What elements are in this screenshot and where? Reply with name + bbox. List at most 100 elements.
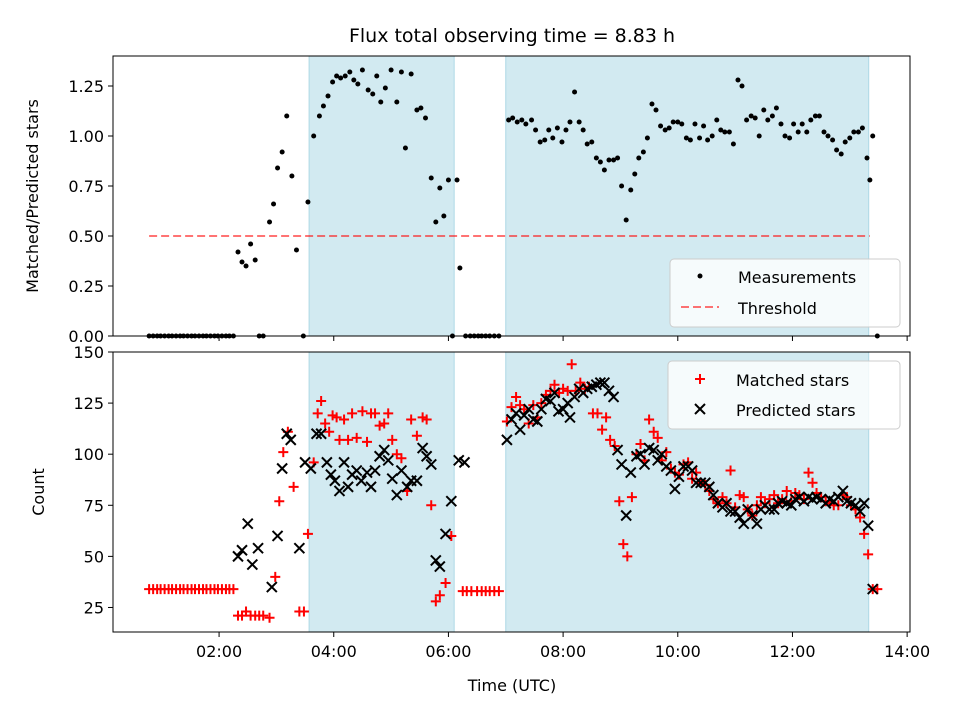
measurement-point	[584, 141, 590, 147]
predicted-star-point	[315, 428, 327, 440]
predicted-star-point	[522, 403, 535, 415]
measurement-point	[330, 79, 336, 85]
measurement-point	[705, 137, 711, 143]
measurement-point	[523, 121, 529, 127]
measurement-point	[782, 133, 788, 139]
measurement-point	[289, 173, 295, 179]
predicted-star-point	[686, 464, 698, 477]
predicted-star-point	[625, 466, 637, 479]
predicted-star-point	[430, 554, 442, 567]
observing-windows-count	[308, 351, 870, 633]
measurement-point	[808, 117, 814, 123]
measurement-point	[593, 155, 599, 161]
matched-star-point	[302, 528, 313, 539]
matched-star-point	[316, 396, 327, 407]
measurement-point	[791, 121, 797, 127]
matched-star-point	[370, 408, 381, 419]
predicted-star-point	[505, 413, 518, 426]
legend-predicted-marker	[694, 403, 706, 415]
measurement-point	[267, 219, 273, 225]
count-panel: 25 50 75 100 125 150 02:00 04:00 06:00 08:00 10:00…	[29, 343, 930, 695]
measurement-point	[864, 155, 870, 161]
ratio-panel: 0.00 0.25 0.50 0.75 1.00 1.25 Matched/Predict…	[23, 55, 911, 346]
predicted-star-point	[669, 483, 681, 495]
measurement-points	[146, 67, 880, 339]
predicted-star-point	[373, 450, 386, 462]
measurement-point	[718, 127, 724, 133]
y-tick-label: 0.75	[68, 177, 104, 196]
measurement-point	[506, 117, 512, 123]
legend-box	[667, 360, 901, 430]
predicted-star-point	[425, 458, 437, 471]
measurement-point	[769, 113, 775, 119]
count-legend: Matched stars Predicted stars	[667, 360, 901, 430]
matched-star-point	[324, 426, 335, 437]
measurement-point	[279, 149, 285, 155]
measurement-point	[576, 119, 582, 125]
y-tick-label: 25	[84, 598, 104, 617]
predicted-star-point	[652, 454, 664, 467]
measurement-point	[320, 103, 326, 109]
measurement-point	[563, 127, 569, 133]
y-tick-label: 100	[73, 445, 104, 464]
predicted-star-point	[746, 509, 759, 522]
measurement-point	[510, 115, 516, 121]
predicted-star-point	[281, 428, 293, 440]
predicted-star-point	[535, 403, 548, 415]
ratio-y-axis: 0.00 0.25 0.50 0.75 1.00 1.25	[68, 77, 113, 346]
measurement-point	[649, 101, 655, 107]
y-tick-label: 0.50	[68, 227, 104, 246]
matched-star-point	[549, 379, 560, 390]
measurement-point	[422, 115, 428, 121]
predicted-star-point	[266, 581, 278, 593]
measurement-point	[851, 129, 857, 135]
measurement-point	[537, 139, 543, 145]
predicted-star-point	[242, 517, 254, 530]
observing-window-0	[308, 351, 455, 633]
predicted-star-point	[548, 387, 561, 399]
matched-star-point	[379, 418, 390, 429]
y-tick-label: 150	[73, 343, 104, 362]
matched-star-point	[511, 391, 522, 402]
x-tick-label: 04:00	[311, 642, 357, 661]
measurement-point	[722, 129, 728, 135]
count-panel-frame	[112, 351, 911, 633]
measurement-point	[514, 119, 520, 125]
predicted-star-point	[837, 485, 849, 497]
matched-star-point	[351, 432, 362, 443]
measurement-point	[662, 127, 668, 133]
ratio-y-axis-label: Matched/Predicted stars	[23, 99, 42, 293]
measurement-point	[316, 113, 322, 119]
matched-star-point	[430, 596, 441, 607]
matched-star-point	[362, 436, 373, 447]
measurement-point	[342, 73, 348, 79]
measurement-point	[567, 119, 573, 125]
matched-star-point	[312, 408, 323, 419]
matched-star-point	[575, 377, 586, 388]
measurement-point	[454, 177, 460, 183]
measurement-point	[658, 123, 664, 129]
matched-star-point	[738, 492, 749, 503]
matched-star-point	[855, 512, 866, 523]
matched-star-point	[278, 447, 289, 458]
y-tick-label: 1.00	[68, 127, 104, 146]
predicted-star-point	[285, 434, 297, 446]
measurement-point	[726, 129, 732, 135]
legend-box	[669, 258, 901, 328]
matched-star-point	[421, 414, 432, 425]
matched-star-point	[601, 412, 612, 423]
predicted-star-point	[634, 448, 647, 460]
matched-star-point	[347, 408, 358, 419]
predicted-star-point	[271, 530, 284, 542]
measurement-point	[838, 151, 844, 157]
matched-star-point	[288, 481, 299, 492]
predicted-star-point	[350, 464, 363, 477]
predicted-star-point	[656, 448, 668, 460]
measurement-point	[252, 257, 258, 263]
matched-star-point	[652, 432, 663, 443]
predicted-star-point	[439, 528, 452, 540]
predicted-star-point	[333, 485, 346, 497]
measurement-point	[239, 259, 245, 265]
measurement-point	[701, 123, 707, 129]
legend-matched-label: Matched stars	[736, 371, 849, 390]
